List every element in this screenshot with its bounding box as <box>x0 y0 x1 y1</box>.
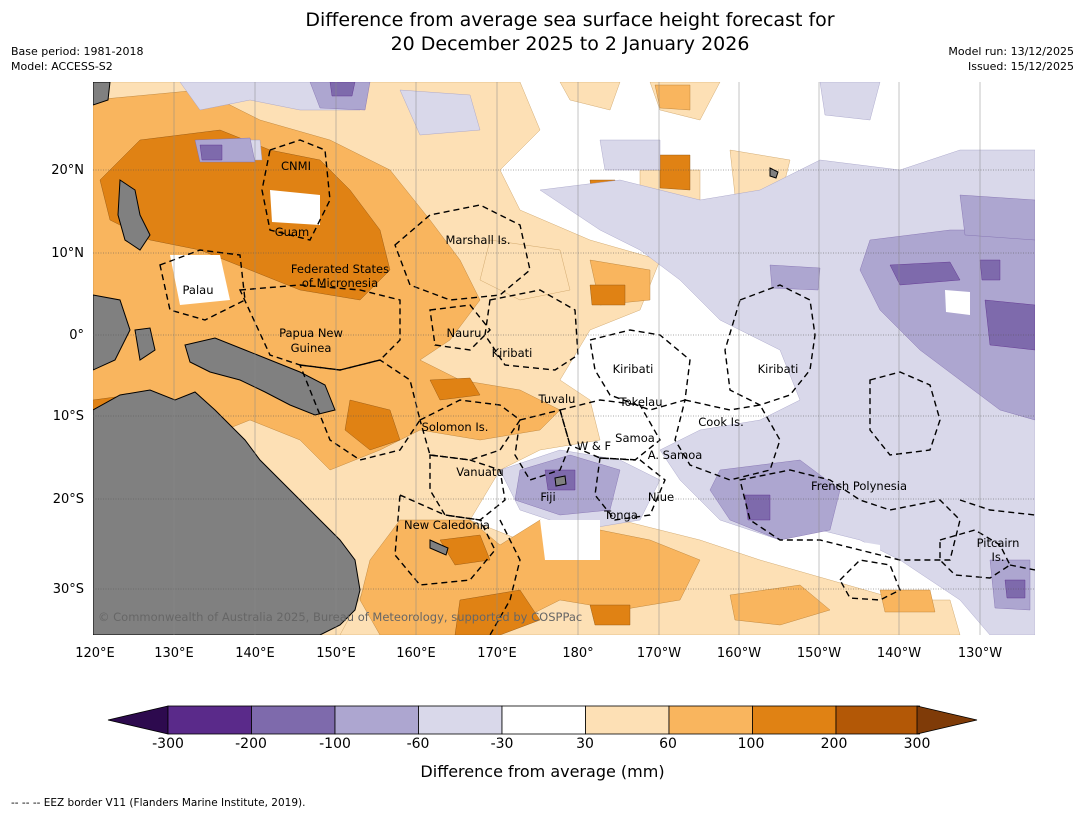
label-palau: Palau <box>183 283 214 297</box>
colorbar-tick: -300 <box>152 736 184 752</box>
colorbar-ticks: -300 -200 -100 -60 -30 30 60 100 200 300 <box>0 736 1085 756</box>
label-niue: Niue <box>648 490 674 504</box>
label-tuvalu: Tuvalu <box>538 392 576 406</box>
colorbar-tick: -30 <box>490 736 514 752</box>
lat-30s: 30°S <box>53 582 84 597</box>
colorbar-bin <box>167 705 252 735</box>
eez-borders <box>159 139 1035 635</box>
hawaii <box>769 167 779 179</box>
colorbar-tick: 200 <box>820 736 848 752</box>
label-marshall: Marshall Is. <box>445 233 510 247</box>
sulawesi <box>134 327 156 361</box>
lon-150e: 150°E <box>316 646 356 661</box>
copyright-notice: © Commonwealth of Australia 2025, Bureau… <box>98 610 582 624</box>
label-png-2: Guinea <box>291 341 332 355</box>
colorbar-tick: -200 <box>235 736 267 752</box>
lon-170e: 170°E <box>477 646 517 661</box>
label-fiji: Fiji <box>540 490 555 504</box>
label-tokelau: Tokelau <box>619 395 663 409</box>
label-png-1: Papua New <box>279 326 343 340</box>
new-caledonia <box>429 539 449 556</box>
label-asamoa: A. Samoa <box>648 448 703 462</box>
colorbar-extend-low <box>107 705 169 735</box>
label-new-caledonia: New Caledonia <box>404 518 490 532</box>
meta-right: Model run: 13/12/2025 Issued: 15/12/2025 <box>948 44 1074 74</box>
lon-160w: 160°W <box>717 646 761 661</box>
label-fsm-1: Federated States <box>291 262 389 276</box>
lat-20n: 20°N <box>51 163 84 178</box>
colorbar-label: Difference from average (mm) <box>420 762 665 781</box>
lat-10n: 10°N <box>51 246 84 261</box>
issued-date: Issued: 15/12/2025 <box>967 60 1074 73</box>
meta-left: Base period: 1981-2018 Model: ACCESS-S2 <box>11 44 143 74</box>
lon-130e: 130°E <box>154 646 194 661</box>
taiwan <box>93 82 111 106</box>
title-line-1: Difference from average sea surface heig… <box>305 9 835 31</box>
colorbar-extend-high <box>916 705 978 735</box>
colorbar <box>107 705 978 735</box>
label-tonga: Tonga <box>603 508 638 522</box>
colorbar-bin <box>752 705 837 735</box>
label-wf: W & F <box>577 439 611 453</box>
land <box>93 82 779 635</box>
lon-180: 180° <box>562 646 593 661</box>
colorbar-bin <box>418 705 503 735</box>
label-kiribati-e: Kiribati <box>758 362 799 376</box>
label-pitcairn-2: Is. <box>991 550 1004 564</box>
label-nauru: Nauru <box>447 326 482 340</box>
colorbar-bin <box>334 705 419 735</box>
new-guinea <box>184 337 336 416</box>
philippines <box>117 179 151 251</box>
borneo <box>93 294 131 371</box>
colorbar-bin <box>585 705 670 735</box>
model-name: Model: ACCESS-S2 <box>11 60 113 73</box>
colorbar-tick: -100 <box>319 736 351 752</box>
lat-20s: 20°S <box>53 492 84 507</box>
colorbar-bin <box>835 705 920 735</box>
colorbar-bin <box>501 705 586 735</box>
lat-axis-labels: 20°N 10°N 0° 10°S 20°S 30°S <box>51 163 84 597</box>
map-area: CNMI Guam Marshall Is. Federated States … <box>93 82 1035 635</box>
label-kiribati-w: Kiribati <box>492 346 533 360</box>
label-french-polynesia: French Polynesia <box>811 479 907 493</box>
graticule-meridians <box>173 82 981 635</box>
colorbar-bin <box>251 705 336 735</box>
label-solomon: Solomon Is. <box>422 420 489 434</box>
label-samoa: Samoa <box>615 431 655 445</box>
colorbar-bin <box>668 705 753 735</box>
colorbar-tick: -60 <box>406 736 430 752</box>
lon-160e: 160°E <box>396 646 436 661</box>
label-vanuatu: Vanuatu <box>456 465 503 479</box>
eez-footnote: -- -- -- EEZ border V11 (Flanders Marine… <box>11 797 306 809</box>
place-labels: CNMI Guam Marshall Is. Federated States … <box>183 159 1020 564</box>
label-cnmi: CNMI <box>281 159 311 173</box>
map-title: Difference from average sea surface heig… <box>0 8 1085 56</box>
lon-axis-labels: 120°E 130°E 140°E 150°E 160°E 170°E 180°… <box>75 646 1002 661</box>
fiji-island <box>554 475 567 487</box>
label-pitcairn-1: Pitcairn <box>977 536 1020 550</box>
lat-10s: 10°S <box>53 409 84 424</box>
lon-140e: 140°E <box>235 646 275 661</box>
label-guam: Guam <box>275 225 309 239</box>
colorbar-tick: 30 <box>576 736 594 752</box>
title-line-2: 20 December 2025 to 2 January 2026 <box>390 33 750 55</box>
colorbar-tick: 100 <box>737 736 765 752</box>
colorbar-tick: 300 <box>903 736 931 752</box>
lon-130w: 130°W <box>958 646 1002 661</box>
australia <box>93 389 361 635</box>
base-period: Base period: 1981-2018 <box>11 45 144 58</box>
lat-0: 0° <box>69 328 84 343</box>
graticule <box>93 169 1035 590</box>
lon-140w: 140°W <box>877 646 921 661</box>
lon-150w: 150°W <box>797 646 841 661</box>
anomaly-neg100-neg200 <box>199 82 1035 599</box>
label-fsm-2: of Micronesia <box>302 276 378 290</box>
lon-120e: 120°E <box>75 646 115 661</box>
lon-170w: 170°W <box>637 646 681 661</box>
colorbar-tick: 60 <box>659 736 677 752</box>
label-cook: Cook Is. <box>698 415 743 429</box>
label-kiribati-c: Kiribati <box>613 362 654 376</box>
model-run: Model run: 13/12/2025 <box>948 45 1074 58</box>
